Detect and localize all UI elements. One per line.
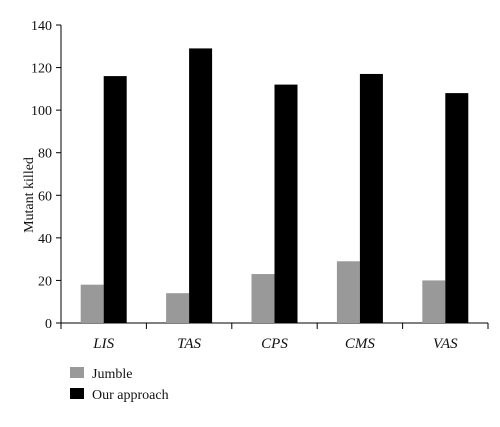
x-category-label: CMS [345, 336, 376, 352]
y-tick-label: 60 [38, 189, 52, 204]
bar-jumble [336, 261, 360, 323]
legend-label: Our approach [92, 388, 169, 403]
y-tick-label: 120 [31, 62, 52, 77]
y-tick-label: 20 [38, 274, 52, 289]
x-axis: LIS TAS CPS CMS VAS [60, 322, 489, 352]
bar-our-approach [189, 48, 213, 324]
bar-jumble [80, 284, 104, 323]
bar-our-approach [359, 73, 383, 323]
bar-our-approach [445, 93, 469, 323]
legend-swatch [70, 367, 84, 378]
y-tick-label: 80 [38, 147, 52, 162]
y-tick-label: 0 [45, 317, 52, 332]
x-category-label: VAS [433, 336, 458, 352]
bars [80, 48, 469, 324]
x-category-label: CPS [261, 336, 288, 352]
x-category-label: TAS [177, 336, 201, 352]
bar-jumble [251, 274, 275, 323]
y-tick-label: 140 [31, 19, 52, 34]
legend-swatch [70, 388, 84, 399]
y-axis: 0 20 40 60 80 100 120 140 [31, 19, 62, 332]
y-tick-label: 40 [38, 232, 52, 247]
bar-our-approach [103, 76, 127, 323]
y-axis-title: Mutant killed [22, 157, 37, 233]
legend: Jumble Our approach [70, 367, 169, 403]
bar-jumble [422, 280, 446, 323]
bar-jumble [166, 293, 190, 323]
bar-our-approach [274, 84, 298, 323]
legend-label: Jumble [92, 367, 132, 382]
y-tick-label: 100 [31, 104, 52, 119]
x-category-label: LIS [92, 336, 114, 352]
